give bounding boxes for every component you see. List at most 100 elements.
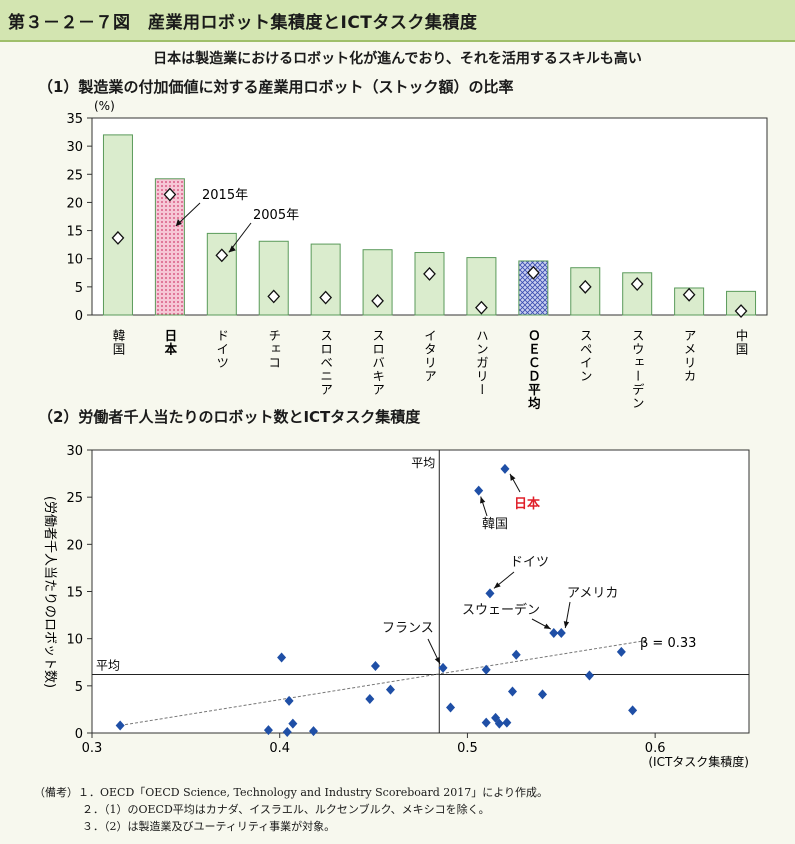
category-label: イタリア bbox=[422, 329, 437, 383]
country-label: アメリカ bbox=[567, 586, 618, 601]
scatter-y-tick-label: 10 bbox=[66, 633, 83, 648]
scatter-point bbox=[507, 686, 517, 697]
country-label: ドイツ bbox=[510, 555, 549, 570]
scatter-point bbox=[474, 485, 484, 496]
note-line-2: ２．（1）のOECD平均はカナダ、イスラエル、ルクセンブルク、メキシコを除く。 bbox=[82, 803, 490, 816]
scatter-point bbox=[511, 649, 521, 660]
scatter-point bbox=[500, 463, 510, 474]
scatter-point bbox=[549, 628, 559, 639]
scatter-point bbox=[556, 628, 566, 639]
category-label: スロバキア bbox=[370, 329, 385, 397]
category-label: 韓国 bbox=[110, 329, 125, 356]
annotation-2015: 2015年 bbox=[202, 188, 248, 203]
marker-2005 bbox=[423, 266, 436, 281]
scatter-point bbox=[494, 718, 504, 729]
bar-y-tick-label: 20 bbox=[66, 196, 83, 211]
mean-x-label: 平均 bbox=[411, 456, 435, 470]
scatter-point bbox=[485, 588, 495, 599]
scatter-point bbox=[115, 720, 125, 731]
scatter-point bbox=[446, 702, 456, 713]
scatter-point bbox=[538, 689, 548, 700]
scatter-point bbox=[288, 718, 298, 729]
country-label-arrowhead bbox=[480, 496, 486, 504]
category-label: スウェーデン bbox=[630, 329, 645, 410]
marker-2005 bbox=[734, 304, 748, 319]
marker-2005 bbox=[267, 289, 281, 304]
scatter-point bbox=[263, 725, 273, 736]
scatter-point bbox=[481, 717, 491, 728]
scatter-point bbox=[584, 670, 594, 681]
note-line-3: ３．（2）は製造業及びユーティリティ事業が対象。 bbox=[82, 820, 336, 833]
scatter-y-tick-label: 30 bbox=[66, 444, 83, 459]
bar-y-tick-label: 30 bbox=[66, 140, 83, 155]
category-label: ＯＥＣＤ平均 bbox=[526, 329, 541, 410]
scatter-point bbox=[284, 695, 294, 706]
country-label-arrowhead bbox=[509, 473, 516, 481]
category-label: スペイン bbox=[578, 329, 593, 383]
category-label: スロベニア bbox=[318, 329, 333, 397]
scatter-point bbox=[616, 646, 626, 657]
panel1-title: （1）製造業の付加価値に対する産業用ロボット（ストック額）の比率 bbox=[38, 78, 514, 96]
annotation-2005-arrowhead bbox=[228, 245, 236, 253]
country-label: 韓国 bbox=[482, 517, 508, 532]
scatter-y-axis-label: (労働者千人当たりのロボット数) bbox=[42, 496, 57, 688]
scatter-point bbox=[309, 726, 319, 737]
bar-y-tick-label: 10 bbox=[66, 253, 83, 268]
scatter-x-tick-label: 0.6 bbox=[645, 741, 666, 756]
scatter-y-tick-label: 0 bbox=[75, 727, 83, 742]
trend-line bbox=[120, 640, 646, 726]
category-label: チェコ bbox=[266, 329, 281, 370]
marker-2005 bbox=[526, 265, 540, 280]
scatter-point bbox=[277, 652, 287, 663]
bar-2015 bbox=[258, 240, 289, 316]
marker-2005 bbox=[111, 230, 125, 245]
trend-label: β = 0.33 bbox=[640, 636, 696, 651]
panel2-title: （2）労働者千人当たりのロボット数とICTタスク集積度 bbox=[38, 408, 421, 426]
country-label-arrowhead bbox=[493, 582, 501, 589]
country-label: 日本 bbox=[514, 496, 540, 512]
note-line-1: （備考）１．OECD「OECD Science, Technology and … bbox=[34, 786, 549, 799]
scatter-point bbox=[502, 717, 512, 728]
country-label-arrowhead bbox=[543, 623, 551, 630]
marker-2005 bbox=[319, 290, 333, 305]
category-label: 中国 bbox=[734, 328, 749, 356]
figure-subtitle: 日本は製造業におけるロボット化が進んでおり、それを活用するスキルも高い bbox=[153, 51, 642, 67]
header-bar: 第３－２－７図 産業用ロボット集積度とICTタスク集積度 bbox=[0, 0, 795, 42]
figure-title: 第３－２－７図 産業用ロボット集積度とICTタスク集積度 bbox=[8, 13, 478, 33]
scatter-y-tick-label: 20 bbox=[66, 538, 83, 553]
bar-2015 bbox=[102, 134, 133, 316]
bar-y-unit: (%) bbox=[94, 99, 115, 113]
bar-y-tick-label: 25 bbox=[66, 168, 83, 183]
bar-y-tick-label: 0 bbox=[75, 309, 83, 324]
scatter-point bbox=[481, 664, 491, 675]
scatter-point bbox=[282, 727, 292, 738]
scatter-y-tick-label: 15 bbox=[66, 586, 83, 601]
scatter-point bbox=[365, 694, 375, 705]
country-label-arrowhead bbox=[563, 621, 570, 629]
scatter-x-tick-label: 0.4 bbox=[269, 741, 290, 756]
bar-y-tick-label: 35 bbox=[66, 112, 83, 127]
scatter-y-tick-label: 5 bbox=[75, 680, 83, 695]
scatter-point bbox=[438, 662, 448, 673]
annotation-2005: 2005年 bbox=[253, 208, 299, 223]
marker-2005 bbox=[682, 287, 696, 302]
mean-y-label: 平均 bbox=[96, 659, 120, 673]
scatter-point bbox=[385, 684, 395, 695]
category-label: アメリカ bbox=[682, 329, 697, 383]
category-label: 日本 bbox=[162, 329, 177, 356]
country-label: フランス bbox=[382, 621, 434, 636]
scatter-x-tick-label: 0.5 bbox=[457, 741, 478, 756]
scatter-point bbox=[370, 661, 380, 672]
category-label: ハンガリー bbox=[474, 329, 489, 397]
scatter-x-axis-label: (ICTタスク集積度) bbox=[648, 754, 749, 769]
marker-2005 bbox=[163, 187, 177, 202]
marker-2005 bbox=[630, 277, 644, 292]
scatter-y-tick-label: 25 bbox=[66, 491, 83, 506]
scatter-point bbox=[628, 705, 638, 716]
bar-y-tick-label: 5 bbox=[75, 281, 83, 296]
bar-2015 bbox=[414, 252, 445, 316]
marker-2005 bbox=[371, 293, 384, 308]
marker-2005 bbox=[578, 279, 592, 294]
country-label: スウェーデン bbox=[462, 602, 540, 618]
